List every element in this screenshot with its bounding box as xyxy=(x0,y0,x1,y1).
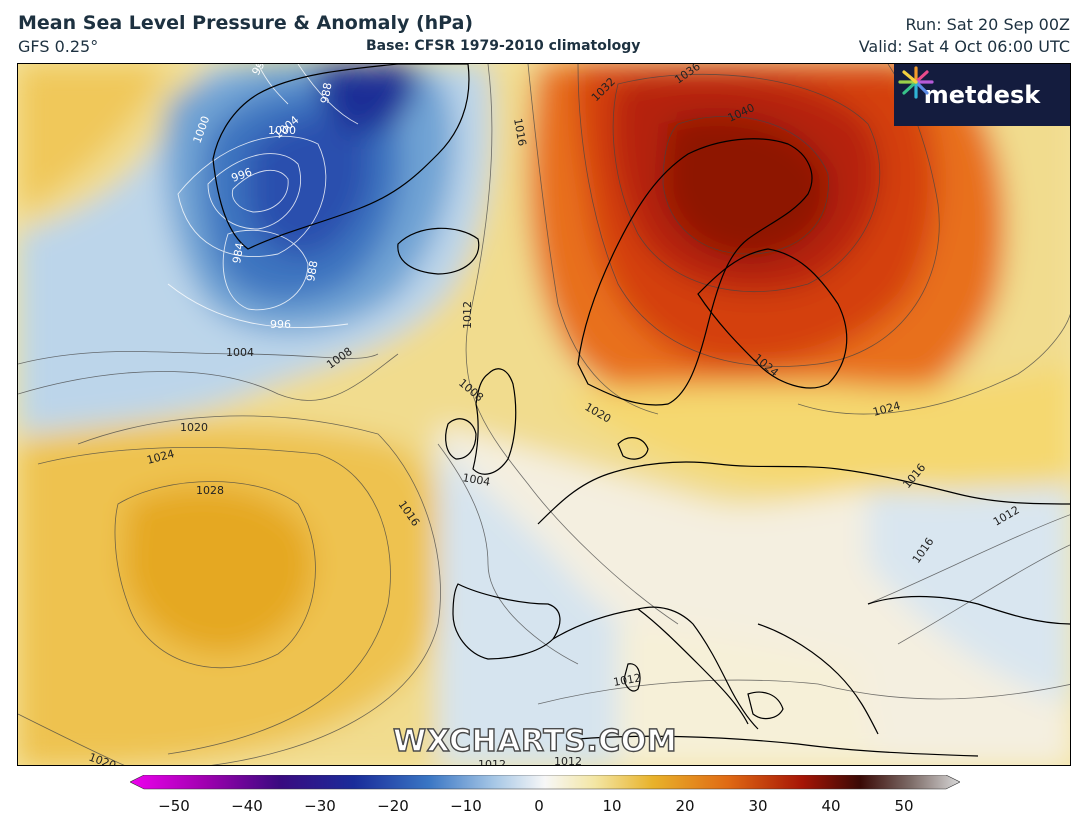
isobar-label: 1004 xyxy=(461,471,491,489)
isobar-label: 984 xyxy=(230,242,246,265)
isobars xyxy=(18,64,1070,765)
valid-time: Valid: Sat 4 Oct 06:00 UTC xyxy=(858,37,1070,56)
colorbar-tick: 40 xyxy=(821,797,841,815)
colorbar-tick: 30 xyxy=(748,797,768,815)
isobar-label: 1012 xyxy=(554,755,582,766)
metdesk-logo[interactable]: metdesk xyxy=(894,64,1070,126)
isobar-label: 988 xyxy=(304,260,320,283)
isobar-label: 1020 xyxy=(180,421,208,434)
isobar-label: 1016 xyxy=(511,117,529,147)
anomaly-field xyxy=(18,64,1070,765)
colorbar-tick: −20 xyxy=(377,797,409,815)
coastlines xyxy=(212,64,1070,757)
isobar-label: 1004 xyxy=(226,346,254,359)
metdesk-flower-icon xyxy=(898,66,934,99)
wxcharts-watermark: WXCHARTS.COM xyxy=(392,723,678,759)
chart-title: Mean Sea Level Pressure & Anomaly (hPa) xyxy=(18,12,474,34)
anomaly-colorbar: −50 −40 −30 −20 −10 0 10 20 30 40 50 xyxy=(129,774,961,825)
colorbar-tick: 0 xyxy=(534,797,544,815)
isobar-label: 1012 xyxy=(612,671,642,689)
colorbar-tick: −30 xyxy=(304,797,336,815)
colorbar-tick: −50 xyxy=(158,797,190,815)
colorbar-tick: 10 xyxy=(602,797,622,815)
climatology-base: Base: CFSR 1979-2010 climatology xyxy=(366,38,641,54)
colorbar-gradient xyxy=(129,774,961,790)
isobar-label: 1012 xyxy=(478,758,506,766)
isobar-label: 996 xyxy=(270,318,291,331)
map-canvas: 992 988 1000 1004 1000 996 984 988 996 1… xyxy=(18,64,1070,766)
model-name: GFS 0.25° xyxy=(18,37,99,56)
pressure-anomaly-map: 992 988 1000 1004 1000 996 984 988 996 1… xyxy=(17,63,1071,766)
run-time: Run: Sat 20 Sep 00Z xyxy=(905,15,1070,34)
colorbar-tick: −40 xyxy=(231,797,263,815)
metdesk-logo-text: metdesk xyxy=(923,81,1041,109)
colorbar-tick: −10 xyxy=(450,797,482,815)
isobar-label: 1000 xyxy=(268,124,296,137)
isobars-low xyxy=(167,64,359,329)
colorbar-tick: 20 xyxy=(675,797,695,815)
isobar-label: 1028 xyxy=(196,484,224,497)
isobar-label: 988 xyxy=(318,82,334,105)
isobar-label: 1012 xyxy=(461,301,474,329)
colorbar-tick: 50 xyxy=(894,797,914,815)
